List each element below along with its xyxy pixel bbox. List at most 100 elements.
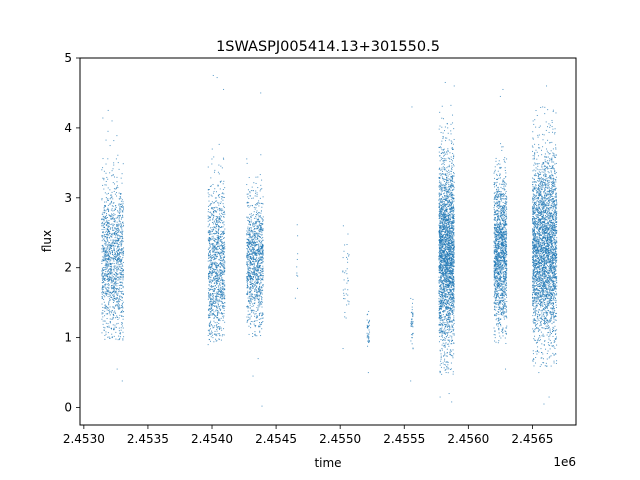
data-point — [109, 251, 111, 253]
data-point — [209, 238, 211, 240]
data-point — [106, 217, 108, 218]
data-point — [453, 240, 455, 242]
data-point — [367, 325, 369, 327]
data-point — [247, 251, 249, 253]
data-point — [446, 325, 448, 327]
data-point — [439, 245, 441, 247]
data-point — [106, 221, 108, 223]
data-point — [110, 245, 112, 247]
data-point — [209, 280, 211, 282]
data-point — [256, 266, 258, 268]
data-point — [209, 233, 211, 235]
data-point — [115, 298, 117, 300]
data-point — [348, 255, 350, 257]
data-point — [113, 254, 115, 256]
data-point — [450, 187, 452, 189]
data-point — [211, 215, 213, 217]
data-point — [103, 209, 105, 211]
data-point — [102, 268, 104, 270]
data-point — [257, 176, 259, 178]
data-point — [108, 192, 109, 194]
data-point — [260, 229, 262, 231]
data-point — [444, 231, 446, 233]
data-point — [119, 236, 121, 238]
data-point — [442, 201, 444, 203]
data-point — [249, 248, 251, 250]
data-point — [246, 273, 248, 274]
data-point — [221, 208, 223, 210]
data-point — [103, 212, 105, 214]
data-point — [108, 225, 110, 227]
data-point — [101, 240, 103, 242]
data-point — [104, 192, 106, 194]
data-point — [258, 249, 260, 251]
data-point — [440, 278, 442, 280]
data-point — [410, 334, 412, 336]
data-point — [108, 286, 110, 288]
data-point — [297, 253, 299, 255]
data-point — [105, 322, 107, 324]
data-point — [216, 294, 218, 296]
data-point — [260, 92, 262, 94]
data-point — [219, 291, 221, 292]
data-point — [118, 288, 120, 290]
data-point — [217, 275, 219, 277]
data-point — [251, 236, 253, 238]
data-point — [106, 255, 108, 257]
data-point — [443, 252, 445, 254]
data-point — [448, 259, 450, 261]
data-point — [217, 229, 219, 231]
data-point — [219, 262, 221, 264]
data-point — [222, 189, 224, 191]
data-point — [220, 263, 222, 265]
data-point — [120, 227, 122, 229]
data-point — [116, 323, 118, 325]
data-point — [219, 218, 220, 220]
data-point — [449, 233, 451, 235]
data-point — [220, 208, 222, 210]
data-point — [441, 349, 443, 351]
data-point — [438, 151, 440, 153]
data-point — [207, 329, 209, 331]
data-point — [116, 225, 118, 227]
data-point — [209, 296, 211, 298]
data-point — [116, 269, 118, 271]
data-point — [106, 213, 108, 215]
data-point — [222, 298, 224, 300]
data-point — [246, 238, 248, 240]
data-point — [118, 284, 120, 286]
data-point — [259, 222, 261, 224]
data-point — [216, 219, 218, 221]
data-point — [211, 270, 213, 271]
data-point — [209, 308, 211, 310]
data-point — [122, 273, 124, 275]
data-point — [106, 220, 108, 222]
data-point — [253, 238, 255, 240]
data-point — [249, 192, 251, 194]
data-point — [247, 245, 249, 247]
data-point — [106, 193, 108, 195]
data-point — [209, 289, 211, 290]
data-point — [445, 170, 447, 172]
data-point — [452, 164, 454, 166]
data-point — [207, 248, 209, 250]
data-point — [221, 222, 223, 224]
data-point — [116, 270, 118, 272]
data-point — [447, 208, 449, 210]
data-point — [109, 246, 111, 248]
data-point — [441, 327, 443, 329]
data-point — [442, 331, 444, 333]
data-point — [110, 268, 112, 270]
data-point — [217, 316, 218, 318]
data-point — [449, 273, 451, 275]
data-point — [209, 251, 211, 253]
data-point — [254, 273, 256, 275]
data-point — [345, 317, 347, 319]
data-point — [224, 302, 226, 304]
data-point — [213, 247, 215, 249]
data-point — [452, 284, 454, 286]
data-point — [448, 275, 450, 277]
data-point — [117, 267, 119, 269]
data-point — [216, 242, 218, 244]
data-point — [221, 242, 223, 244]
